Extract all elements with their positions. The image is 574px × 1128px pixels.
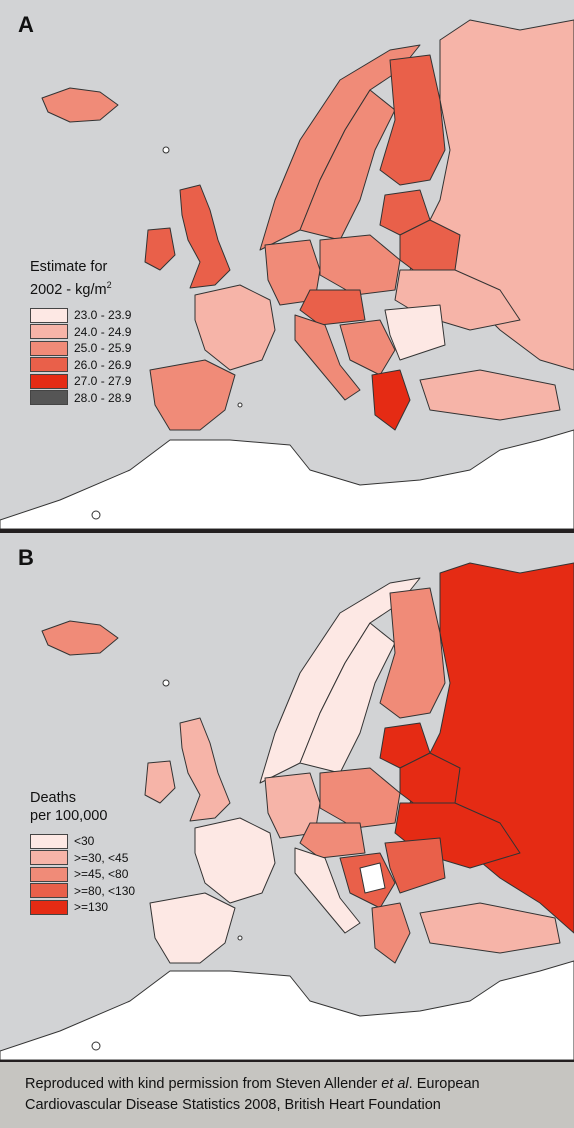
legend-bmi: Estimate for 2002 - kg/m2 23.0 - 23.9 24.… — [30, 258, 131, 406]
region-turkey — [419, 369, 561, 421]
region-czech-austria — [299, 289, 366, 326]
region-ireland — [144, 227, 176, 271]
panel-divider — [0, 529, 574, 533]
credit-line1-italic: et al — [381, 1076, 409, 1092]
island-faroe — [162, 679, 170, 687]
legend-item: >=30, <45 — [30, 850, 135, 867]
region-turkey — [419, 902, 561, 954]
legend-swatch — [30, 833, 68, 849]
legend-item: 27.0 - 27.9 — [30, 373, 131, 390]
island-small-1 — [237, 935, 243, 941]
island-small-1 — [237, 402, 243, 408]
panel-letter-b: B — [18, 545, 34, 570]
region-romania-bulgaria — [384, 304, 446, 361]
legend-title: Estimate for 2002 - kg/m2 — [30, 258, 131, 299]
legend-swatch — [30, 390, 68, 406]
europe-map-bmi — [0, 19, 574, 529]
island-faroe — [162, 146, 170, 154]
region-iceland — [41, 620, 119, 656]
legend-label: 27.0 - 27.9 — [74, 374, 132, 389]
credit-line2: Cardiovascular Disease Statistics 2008, … — [25, 1097, 441, 1113]
legend-title-line1: Deaths — [30, 790, 76, 806]
region-balkans — [339, 319, 396, 376]
legend-label: 23.0 - 23.9 — [74, 308, 132, 323]
legend-swatch — [30, 899, 68, 915]
legend-items: <30 >=30, <45 >=45, <80 >=80, <130 >=130 — [30, 833, 135, 916]
legend-item: >=45, <80 — [30, 866, 135, 883]
island-small-2 — [91, 1041, 101, 1051]
legend-label: >=45, <80 — [74, 867, 129, 882]
legend-label: 26.0 - 26.9 — [74, 357, 132, 372]
panel-letter-a: A — [18, 12, 34, 37]
footer-divider — [0, 1060, 574, 1062]
region-romania-bulgaria — [384, 837, 446, 894]
legend-swatch — [30, 324, 68, 340]
legend-title-line2: 2002 - kg/m2 — [30, 276, 131, 299]
credit-footer: Reproduced with kind permission from Ste… — [0, 1062, 574, 1128]
legend-label: <30 — [74, 834, 95, 849]
region-finland — [379, 587, 446, 719]
region-serbia — [359, 862, 386, 894]
region-iceland — [41, 87, 119, 123]
legend-title-line2-text: 2002 - kg/m — [30, 281, 107, 298]
region-poland — [319, 234, 401, 296]
region-greece — [371, 369, 411, 431]
credit-text: Reproduced with kind permission from Ste… — [25, 1074, 565, 1116]
region-italy — [294, 314, 361, 401]
region-france — [194, 284, 276, 371]
legend-swatch — [30, 883, 68, 899]
legend-items: 23.0 - 23.9 24.0 - 24.9 25.0 - 25.9 26.0 - … — [30, 307, 131, 406]
legend-label: 28.0 - 28.9 — [74, 390, 132, 405]
legend-swatch — [30, 340, 68, 356]
legend-swatch — [30, 373, 68, 389]
region-italy — [294, 847, 361, 934]
credit-line1-pre: Reproduced with kind permission from Ste… — [25, 1076, 382, 1092]
legend-item: >=130 — [30, 899, 135, 916]
legend-title-line1: Estimate for — [30, 259, 108, 275]
legend-swatch — [30, 850, 68, 866]
legend-item: >=80, <130 — [30, 883, 135, 900]
legend-swatch — [30, 866, 68, 882]
legend-title: Deaths per 100,000 — [30, 789, 135, 825]
legend-label: 25.0 - 25.9 — [74, 341, 132, 356]
region-czech-austria — [299, 822, 366, 859]
region-poland — [319, 767, 401, 829]
legend-item: 23.0 - 23.9 — [30, 307, 131, 324]
legend-title-line2: per 100,000 — [30, 808, 108, 824]
legend-item: <30 — [30, 833, 135, 850]
legend-title-superscript: 2 — [106, 280, 112, 290]
legend-label: >=30, <45 — [74, 850, 129, 865]
legend-swatch — [30, 307, 68, 323]
region-uk — [179, 717, 231, 822]
legend-item: 25.0 - 25.9 — [30, 340, 131, 357]
map-panel-b: B Deaths per 100,000 <30 >=30, <45 >=45, <… — [0, 533, 574, 1060]
legend-label: 24.0 - 24.9 — [74, 324, 132, 339]
map-panel-a: A Estimate for 2002 - kg/m2 23.0 - 23.9 2… — [0, 0, 574, 529]
north-africa-land — [0, 960, 574, 1060]
region-iberia — [149, 359, 236, 431]
legend-item: 24.0 - 24.9 — [30, 323, 131, 340]
legend-label: >=80, <130 — [74, 883, 136, 898]
region-iberia — [149, 892, 236, 964]
legend-item: 28.0 - 28.9 — [30, 389, 131, 406]
island-small-2 — [91, 510, 101, 520]
north-africa-land — [0, 429, 574, 529]
region-uk — [179, 184, 231, 289]
legend-label: >=130 — [74, 900, 109, 915]
legend-swatch — [30, 357, 68, 373]
region-finland — [379, 54, 446, 186]
region-greece — [371, 902, 411, 964]
europe-map-deaths — [0, 562, 574, 1060]
legend-item: 26.0 - 26.9 — [30, 356, 131, 373]
region-ireland — [144, 760, 176, 804]
legend-deaths: Deaths per 100,000 <30 >=30, <45 >=45, <80… — [30, 789, 135, 916]
region-france — [194, 817, 276, 904]
credit-line1-post: . European — [408, 1076, 480, 1092]
